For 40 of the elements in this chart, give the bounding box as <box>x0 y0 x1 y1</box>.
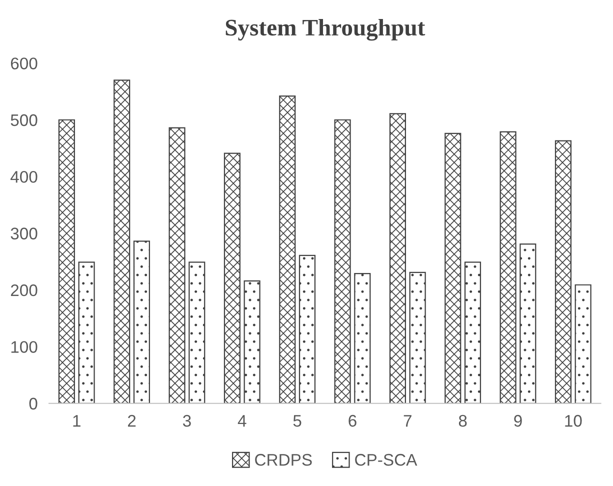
bar <box>409 272 426 404</box>
y-tick-label: 400 <box>10 170 38 183</box>
bar <box>78 262 95 404</box>
bar <box>168 127 186 404</box>
bar <box>58 119 75 404</box>
x-tick-label: 10 <box>565 414 582 427</box>
bar <box>133 240 150 404</box>
bar <box>188 262 206 404</box>
bar <box>500 131 516 404</box>
y-tick-label: 300 <box>10 228 38 240</box>
bar <box>279 96 296 404</box>
legend-label: CRDPS <box>255 454 312 466</box>
y-tick-label: 500 <box>10 114 38 126</box>
x-tick-label: 6 <box>348 414 356 427</box>
x-tick-label: 8 <box>458 414 467 427</box>
x-tick-label: 2 <box>128 414 136 427</box>
bar <box>554 140 572 404</box>
bar <box>389 113 406 404</box>
bar <box>354 272 371 404</box>
bar <box>244 280 260 404</box>
y-tick-label: 600 <box>10 58 38 70</box>
chart-title: System Throughput <box>226 19 426 41</box>
x-tick-label: 9 <box>514 414 522 427</box>
bar <box>444 132 462 404</box>
y-tick-label: 200 <box>10 284 38 296</box>
x-tick-label: 1 <box>73 415 80 427</box>
legend-label: CP-SCA <box>355 454 418 466</box>
x-tick-label: 4 <box>238 415 246 427</box>
bar <box>114 80 130 404</box>
x-tick-label: 3 <box>182 414 191 427</box>
y-tick-label: 0 <box>29 398 38 410</box>
bar <box>520 244 536 404</box>
bar <box>334 119 351 404</box>
y-tick-label: 100 <box>11 341 38 353</box>
bar <box>224 152 240 404</box>
x-tick-label: 5 <box>293 415 302 427</box>
bar <box>574 284 592 404</box>
bar <box>298 254 316 404</box>
bar <box>464 262 482 404</box>
x-tick-label: 7 <box>404 415 412 427</box>
